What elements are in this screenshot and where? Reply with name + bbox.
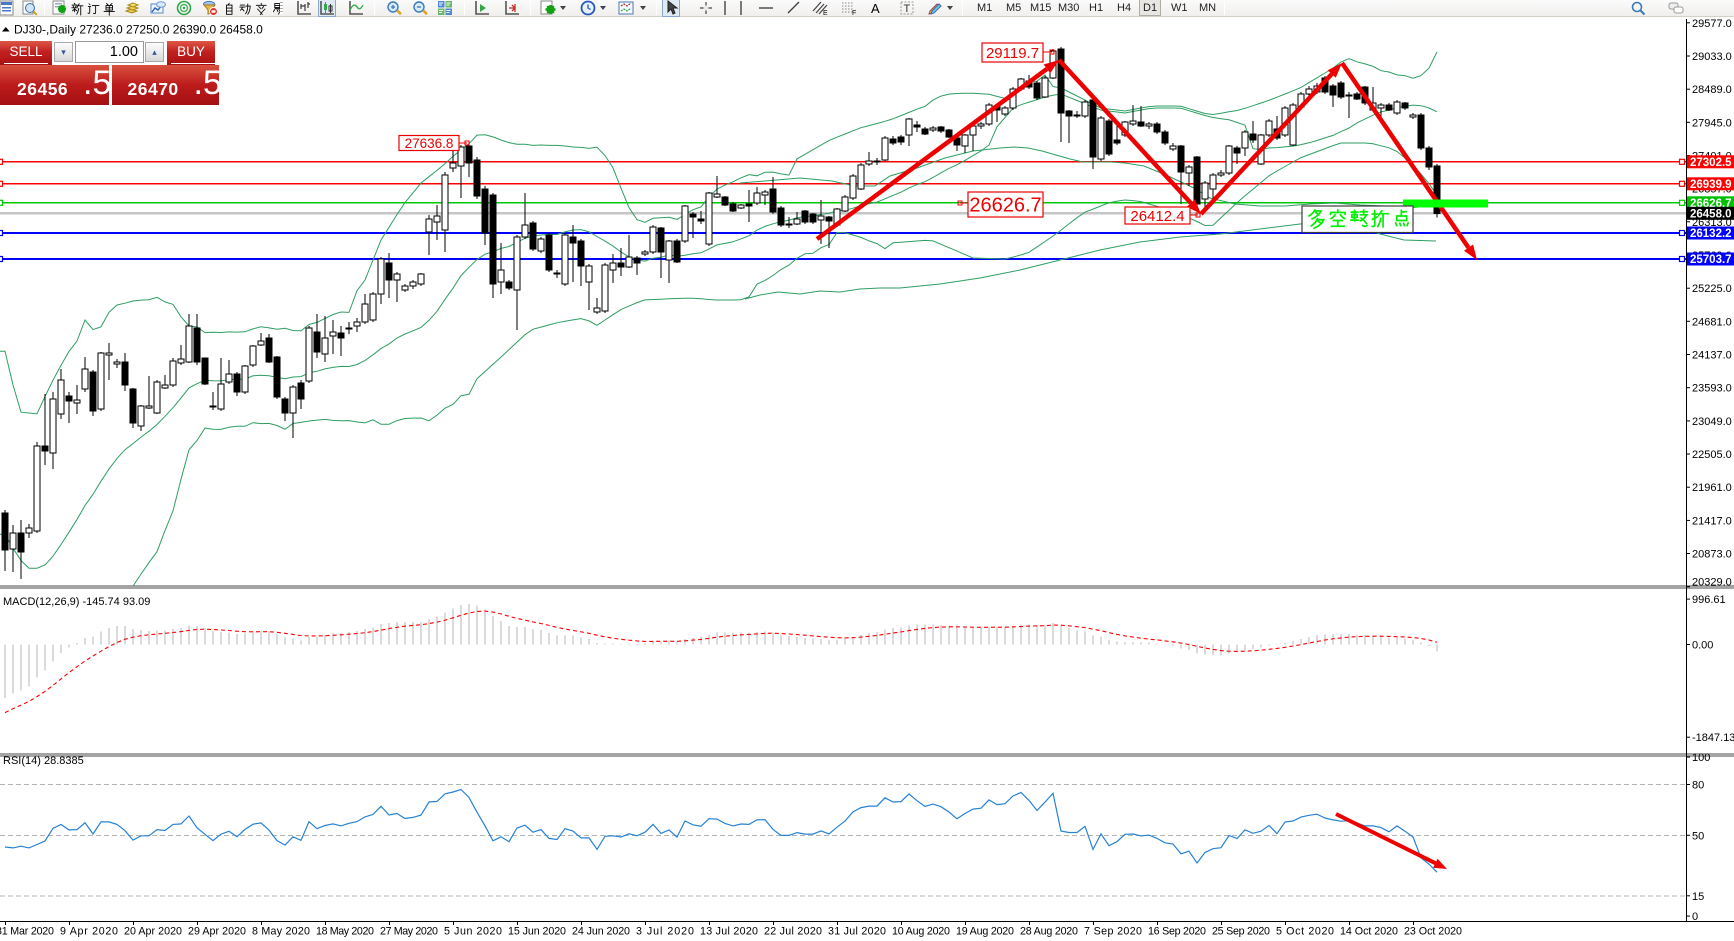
- svg-text:27 May 2020: 27 May 2020: [380, 926, 438, 938]
- svg-text:22 Jul 2020: 22 Jul 2020: [764, 926, 822, 938]
- svg-text:21417.0: 21417.0: [1692, 515, 1732, 527]
- svg-text:24137.0: 24137.0: [1692, 350, 1732, 362]
- svg-text:RSI(14) 28.8385: RSI(14) 28.8385: [3, 755, 84, 767]
- svg-text:24681.0: 24681.0: [1692, 316, 1732, 328]
- svg-text:15 Jun 2020: 15 Jun 2020: [508, 926, 566, 938]
- svg-text:28489.0: 28489.0: [1692, 84, 1732, 96]
- svg-text:DJ30-,Daily 27236.0 27250.0 2: DJ30-,Daily 27236.0 27250.0 26390.0 2645…: [14, 23, 263, 37]
- svg-text:23 Oct 2020: 23 Oct 2020: [1404, 926, 1462, 938]
- svg-text:10 Aug 2020: 10 Aug 2020: [892, 926, 950, 938]
- svg-text:F: F: [852, 10, 856, 16]
- svg-text:3 Jul 2020: 3 Jul 2020: [636, 926, 694, 938]
- svg-text:-1847.13: -1847.13: [1692, 732, 1734, 744]
- svg-text:8 May 2020: 8 May 2020: [252, 926, 310, 938]
- svg-text:26458.0: 26458.0: [1690, 208, 1732, 220]
- svg-text:13 Jul 2020: 13 Jul 2020: [700, 926, 758, 938]
- svg-text:9 Apr 2020: 9 Apr 2020: [60, 926, 118, 938]
- svg-text:15: 15: [1692, 891, 1704, 903]
- svg-text:24 Jun 2020: 24 Jun 2020: [572, 926, 630, 938]
- svg-text:26939.9: 26939.9: [1690, 179, 1732, 191]
- svg-text:26412.4: 26412.4: [1130, 208, 1184, 225]
- svg-text:26132.2: 26132.2: [1690, 228, 1732, 240]
- svg-text:20329.0: 20329.0: [1692, 577, 1732, 589]
- svg-text:50: 50: [1692, 830, 1704, 842]
- svg-text:16 Sep 2020: 16 Sep 2020: [1148, 926, 1206, 938]
- svg-text:29 Apr 2020: 29 Apr 2020: [188, 926, 246, 938]
- svg-text:26626.7: 26626.7: [969, 195, 1041, 217]
- svg-text:20873.0: 20873.0: [1692, 549, 1732, 561]
- svg-text:0.00: 0.00: [1692, 640, 1713, 652]
- svg-text:23593.0: 23593.0: [1692, 383, 1732, 395]
- svg-text:5 Jun 2020: 5 Jun 2020: [444, 926, 502, 938]
- svg-text:28 Aug 2020: 28 Aug 2020: [1020, 926, 1078, 938]
- svg-text:T: T: [904, 3, 911, 15]
- svg-text:19 Aug 2020: 19 Aug 2020: [956, 926, 1014, 938]
- svg-text:29033.0: 29033.0: [1692, 51, 1732, 63]
- svg-text:7 Sep 2020: 7 Sep 2020: [1084, 926, 1142, 938]
- svg-text:100: 100: [1692, 752, 1710, 764]
- svg-text:23049.0: 23049.0: [1692, 416, 1732, 428]
- svg-text:29119.7: 29119.7: [986, 45, 1039, 62]
- svg-text:14 Oct 2020: 14 Oct 2020: [1340, 926, 1398, 938]
- svg-text:25 Sep 2020: 25 Sep 2020: [1212, 926, 1270, 938]
- svg-text:996.61: 996.61: [1692, 594, 1726, 606]
- svg-text:25703.7: 25703.7: [1690, 254, 1732, 266]
- svg-text:31 Jul 2020: 31 Jul 2020: [828, 926, 886, 938]
- svg-text:5 Oct 2020: 5 Oct 2020: [1276, 926, 1334, 938]
- svg-text:18 May 2020: 18 May 2020: [316, 926, 374, 938]
- svg-text:25225.0: 25225.0: [1692, 283, 1732, 295]
- svg-text:27945.0: 27945.0: [1692, 117, 1732, 129]
- svg-text:0: 0: [1692, 911, 1698, 923]
- svg-text:29577.0: 29577.0: [1692, 18, 1732, 30]
- svg-text:27302.5: 27302.5: [1690, 157, 1732, 169]
- svg-text:MACD(12,26,9) -145.74 93.09: MACD(12,26,9) -145.74 93.09: [3, 596, 150, 608]
- svg-text:22505.0: 22505.0: [1692, 449, 1732, 461]
- svg-text:27636.8: 27636.8: [405, 136, 454, 151]
- svg-text:E: E: [823, 10, 828, 16]
- svg-text:20 Apr 2020: 20 Apr 2020: [124, 926, 182, 938]
- svg-text:80: 80: [1692, 780, 1704, 792]
- svg-text:31 Mar 2020: 31 Mar 2020: [0, 926, 54, 938]
- svg-text:21961.0: 21961.0: [1692, 482, 1732, 494]
